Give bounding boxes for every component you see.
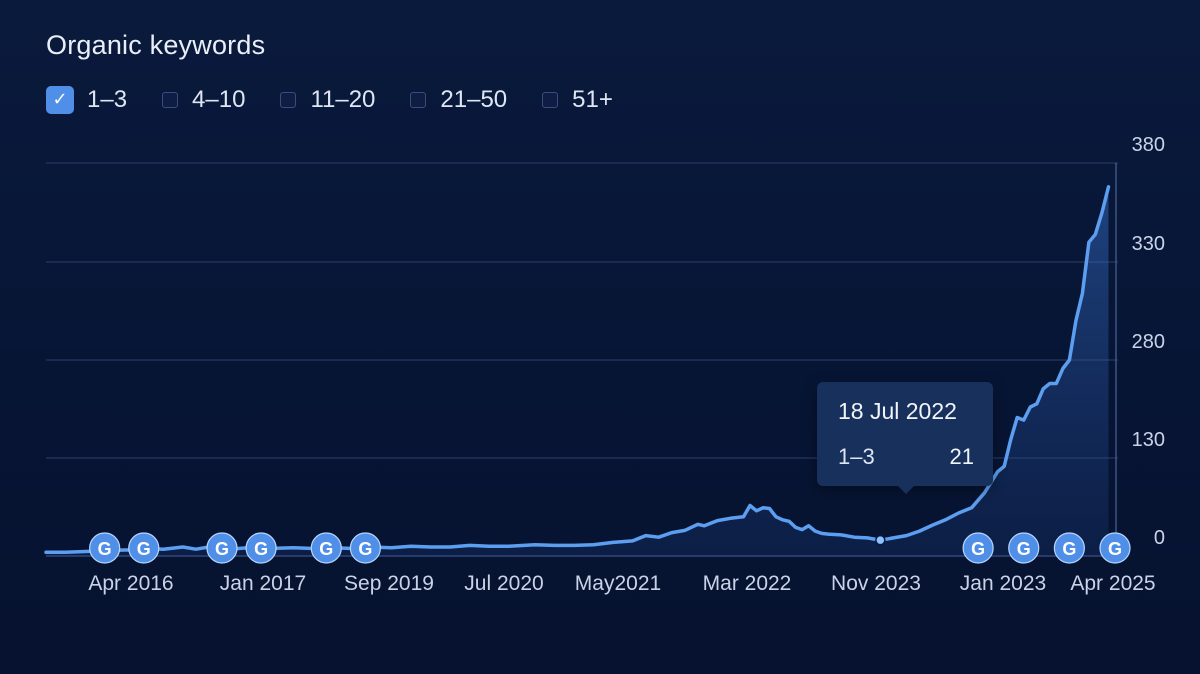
legend: ✓ 1–3 4–10 11–20 21–50 51+ (46, 86, 648, 114)
x-tick-label: Jul 2020 (464, 572, 543, 595)
y-tick-label: 330 (1132, 233, 1165, 255)
svg-text:G: G (358, 539, 372, 559)
google-update-icon[interactable]: G (1053, 532, 1085, 564)
x-tick-label: Apr 2025 (1070, 572, 1155, 595)
y-tick-label: 380 (1132, 134, 1165, 156)
series-line (44, 185, 1111, 554)
x-tick-label: May2021 (575, 572, 661, 595)
checkbox-icon[interactable] (280, 92, 297, 108)
legend-item-51-plus[interactable]: 51+ (542, 86, 613, 114)
google-update-icon[interactable]: G (1008, 532, 1040, 564)
tooltip-date: 18 Jul 2022 (838, 398, 957, 424)
google-update-icon[interactable]: G (89, 532, 121, 564)
x-tick-label: Mar 2022 (703, 572, 792, 595)
svg-text:G: G (98, 539, 112, 559)
tooltip-series: 1–3 (838, 444, 875, 469)
x-tick-label: Nov 2023 (831, 572, 921, 595)
svg-text:G: G (319, 539, 333, 559)
legend-label: 4–10 (192, 86, 246, 113)
google-update-icon[interactable]: G (245, 532, 277, 564)
chart-tooltip: 18 Jul 2022 1–3 21 (817, 382, 993, 494)
legend-label: 51+ (572, 86, 613, 113)
series-area (46, 186, 1109, 557)
x-tick-label: Jan 2017 (220, 572, 306, 595)
legend-label: 1–3 (87, 86, 128, 113)
google-update-icon[interactable]: G (310, 532, 342, 564)
svg-text:G: G (971, 539, 985, 559)
checkbox-icon[interactable] (162, 92, 179, 108)
svg-text:G: G (137, 539, 151, 559)
legend-item-1-3[interactable]: ✓ 1–3 (46, 86, 127, 114)
tooltip-value: 21 (949, 444, 974, 469)
chart-title: Organic keywords (46, 30, 266, 60)
checkbox-icon[interactable] (410, 92, 427, 108)
x-tick-label: Sep 2019 (344, 572, 434, 595)
legend-item-11-20[interactable]: 11–20 (280, 86, 375, 114)
svg-text:G: G (1017, 539, 1031, 559)
legend-item-4-10[interactable]: 4–10 (162, 86, 245, 114)
svg-text:G: G (1108, 539, 1122, 559)
y-tick-label: 130 (1132, 429, 1165, 451)
x-tick-label: Apr 2016 (88, 572, 173, 595)
legend-label: 21–50 (440, 86, 508, 113)
tooltip-point (875, 534, 886, 546)
google-update-icon[interactable]: G (128, 532, 160, 564)
checkmark-icon: ✓ (52, 89, 68, 110)
y-tick-label: 280 (1132, 331, 1165, 353)
svg-text:G: G (254, 539, 268, 559)
google-update-icon[interactable]: G (206, 532, 238, 564)
svg-text:G: G (1062, 539, 1076, 559)
legend-item-21-50[interactable]: 21–50 (410, 86, 507, 114)
google-update-icon[interactable]: G (349, 532, 381, 564)
svg-text:G: G (215, 539, 229, 559)
checkbox-checked-icon[interactable]: ✓ (46, 86, 74, 114)
google-update-icon[interactable]: G (1099, 532, 1131, 564)
google-update-icon[interactable]: G (962, 532, 994, 564)
legend-label: 11–20 (310, 86, 376, 113)
checkbox-icon[interactable] (542, 92, 559, 108)
y-tick-label: 0 (1154, 527, 1165, 549)
x-tick-label: Jan 2023 (960, 572, 1046, 595)
